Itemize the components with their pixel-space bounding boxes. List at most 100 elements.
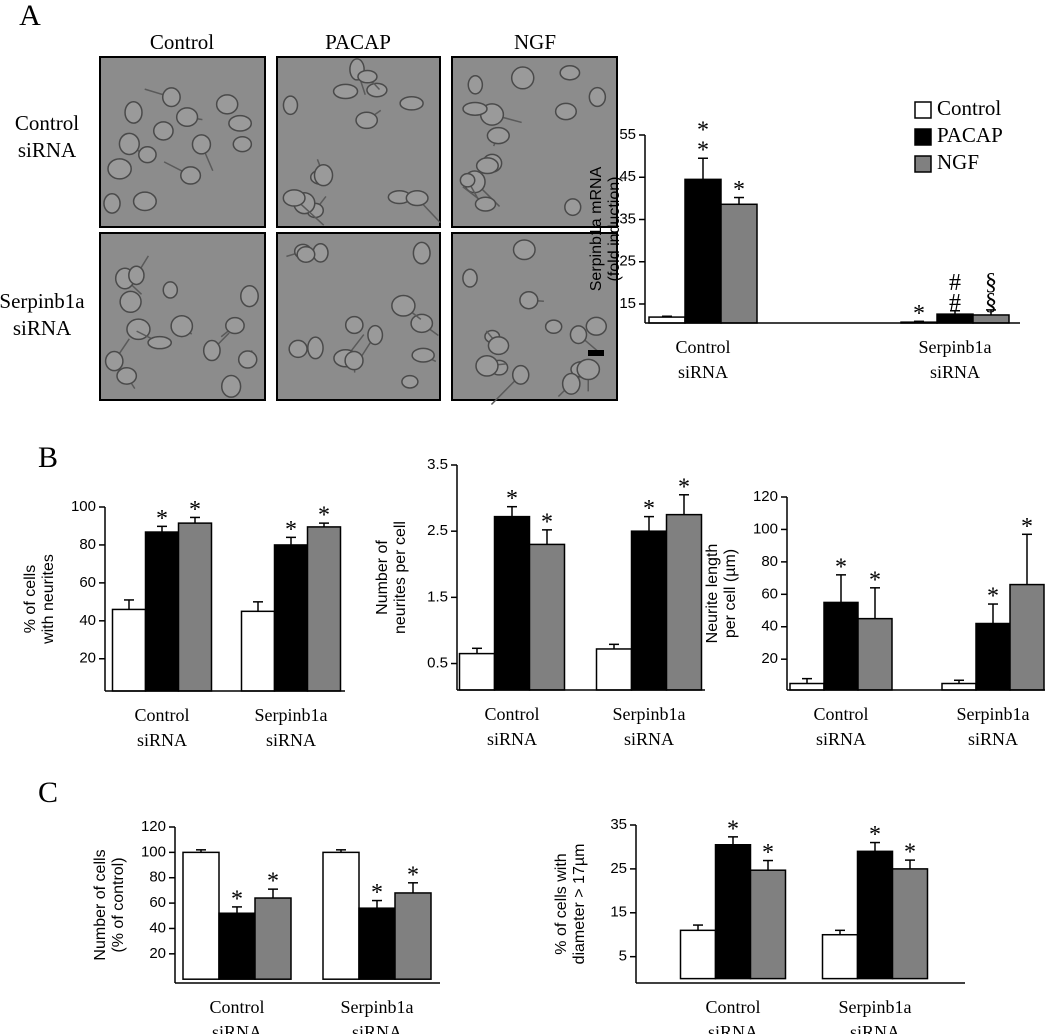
bar [749,869,787,980]
y-axis-label: per cell (µm) [722,549,739,638]
significance-mark: * [987,584,999,610]
micrograph [99,232,266,401]
y-tick-label: 40 [79,612,96,629]
column-header: PACAP [325,30,391,54]
x-tick-label: siRNA [624,729,674,749]
cell [282,95,299,116]
cell [576,358,601,381]
bar [1009,583,1045,691]
bar [856,850,894,980]
y-axis-label: % of cells [22,565,39,633]
x-tick-label: siRNA [137,730,187,750]
y-tick-label: 2.5 [427,522,448,539]
cell [180,166,202,185]
y-tick-label: 20 [79,650,96,667]
cell [462,101,488,116]
cell [152,121,174,141]
y-tick-label: 60 [79,574,96,591]
cell [103,193,121,214]
significance-mark: * [1021,514,1033,540]
y-tick-label: 0.5 [427,654,448,671]
cell [344,315,364,335]
x-tick-label: Control [484,704,539,724]
significance-mark: * [371,880,383,906]
panel-label: A [19,0,41,32]
y-axis-label: neurites per cell [392,521,409,634]
cell [161,87,181,108]
significance-mark: * [904,840,916,866]
x-tick-label: Serpinb1a [255,705,328,725]
bar [240,610,276,692]
cell [512,239,536,261]
bar [358,907,396,980]
cell [307,336,324,360]
y-tick-label: 40 [149,919,166,936]
cell [104,350,124,372]
x-tick-label: Serpinb1a [957,704,1030,724]
cell [462,268,478,288]
y-axis-label: (% of control) [110,857,127,952]
cell [475,157,499,175]
cell [588,86,607,108]
y-tick-label: 120 [753,488,778,505]
x-tick-label: siRNA [968,729,1018,749]
micrograph [276,232,441,401]
cell [232,136,253,153]
significance-mark: * [643,496,655,522]
y-axis-label: Neurite length [704,544,721,644]
cell [475,354,499,377]
significance-mark: § [985,289,997,315]
cell [202,339,221,362]
bar [144,531,180,692]
micrograph [451,232,618,405]
bar [182,851,220,980]
y-tick-label: 25 [619,253,636,270]
x-tick-label: Control [705,997,760,1017]
bar [177,522,213,692]
significance-mark: * [869,567,881,593]
y-tick-label: 3.5 [427,456,448,473]
x-tick-label: siRNA [212,1022,262,1034]
bar [789,682,825,691]
cell [175,107,199,128]
significance-mark: * [869,822,881,848]
y-axis-label: % of cells with [553,853,570,954]
cell [132,191,157,212]
cell [288,339,308,359]
row-label: siRNA [18,138,77,162]
x-tick-label: Serpinb1a [341,997,414,1017]
cell [162,281,179,299]
bar [595,648,633,691]
bar [458,652,496,691]
x-tick-label: Serpinb1a [839,997,912,1017]
x-tick-label: Control [134,705,189,725]
bar [322,851,360,980]
significance-mark: * [231,886,243,912]
legend-swatch [914,128,932,146]
y-tick-label: 5 [619,948,627,965]
significance-mark: * [697,118,709,144]
cell [366,82,388,98]
y-tick-label: 120 [141,818,166,835]
bar [273,544,309,692]
y-tick-label: 1.5 [427,588,448,605]
x-tick-label: siRNA [708,1022,758,1034]
significance-mark: * [697,138,709,164]
x-tick-label: Control [813,704,868,724]
cell [391,294,416,317]
y-axis-label: Number of cells [92,849,109,960]
y-tick-label: 20 [761,650,778,667]
significance-mark: * [267,869,279,895]
micrograph [451,56,618,228]
bar [306,526,342,692]
bar [394,892,432,980]
bar [714,844,752,980]
x-tick-label: siRNA [352,1022,402,1034]
cell [544,319,563,335]
row-label: siRNA [13,316,72,340]
cell [138,145,157,164]
x-tick-label: siRNA [816,729,866,749]
y-axis-label: (fold induction) [606,177,623,282]
x-tick-label: siRNA [266,730,316,750]
scale-bar [588,350,604,356]
